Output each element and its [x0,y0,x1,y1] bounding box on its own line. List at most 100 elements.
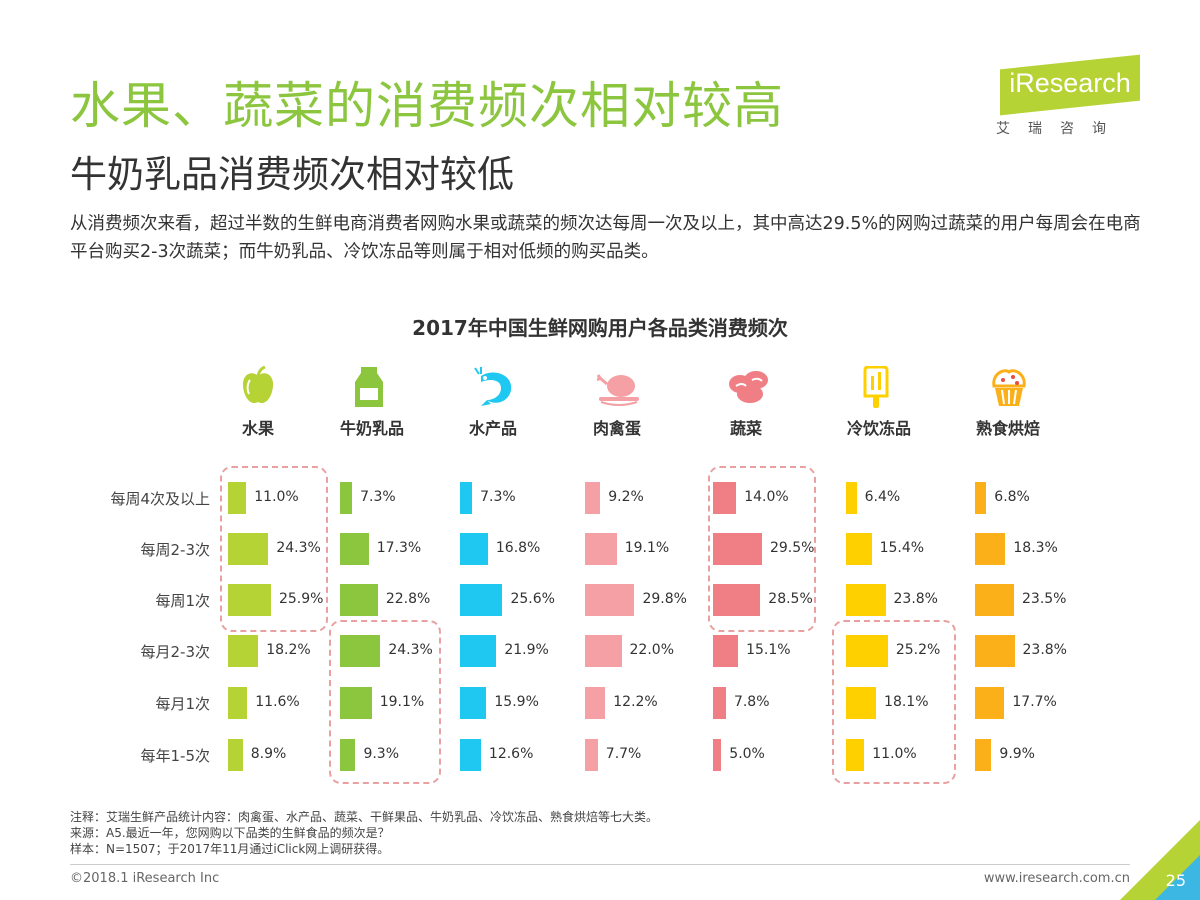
data-label: 22.0% [629,642,674,658]
footer-url: www.iresearch.com.cn [983,871,1130,886]
bar [340,739,356,771]
highlight-box [832,620,956,784]
series-label: 冷饮冻品 [846,419,911,438]
bar [975,739,992,771]
row-label: 每周4次及以上 [110,490,210,508]
bar [340,687,372,719]
bar [228,482,247,514]
series-label: 水果 [241,419,274,438]
series-label: 牛奶乳品 [339,419,404,438]
bar [460,635,497,667]
data-label: 9.3% [363,746,400,762]
data-label: 29.5% [769,540,815,556]
bar [340,533,369,565]
logo-name: iResearch [1009,68,1131,98]
bar [713,482,737,514]
data-label: 15.1% [746,642,791,658]
highlight-box [708,466,816,632]
data-label: 19.1% [379,694,425,710]
apple-icon [238,365,278,412]
row-label: 每月2-3次 [140,643,211,661]
footnote-source: 来源：A5.最近一年，您网购以下品类的生鲜食品的频次是？ [70,826,390,840]
milk-carton-icon [352,366,386,412]
data-label: 9.9% [999,746,1035,762]
shrimp-icon [473,366,517,412]
bar [228,584,271,616]
cupcake-icon [988,366,1030,412]
data-label: 17.3% [376,540,422,556]
bar [340,482,353,514]
bar [713,687,726,719]
data-label: 6.4% [864,489,901,505]
data-label: 21.9% [504,642,549,658]
footnote-note: 注释：艾瑞生鲜产品统计内容：肉禽蛋、水产品、蔬菜、干鲜果品、牛奶乳品、冷饮冻品、… [70,810,659,824]
corner-decoration-blue [1155,855,1200,900]
bar [713,533,762,565]
data-label: 12.6% [488,746,534,762]
footer-copyright: ©2018.1 iResearch Inc [70,871,220,886]
data-label: 7.3% [360,489,396,505]
data-label: 25.9% [278,591,324,607]
data-label: 23.5% [1022,591,1067,607]
data-label: 23.8% [893,591,938,607]
bar [975,584,1014,616]
data-label: 12.2% [613,694,658,710]
vegetable-icon [726,366,772,412]
row-label: 每月1次 [155,695,210,713]
highlight-box [329,620,441,784]
bar [846,482,857,514]
data-label: 24.3% [276,540,321,556]
chart-title: 2017年中国生鲜网购用户各品类消费频次 [412,316,788,340]
series-label: 蔬菜 [729,419,762,438]
page-subtitle: 牛奶乳品消费频次相对较低 [70,153,514,196]
bar [460,739,481,771]
footnote-sample: 样本：N=1507；于2017年11月通过iClick网上调研获得。 [70,842,390,856]
data-label: 11.6% [255,694,300,710]
bar [713,584,761,616]
data-label: 7.8% [733,694,770,710]
footer-divider [70,864,1130,865]
data-label: 14.0% [744,489,789,505]
bar [460,533,488,565]
data-label: 11.0% [872,746,917,762]
data-label: 15.9% [494,694,539,710]
row-label: 每周1次 [155,592,210,610]
data-label: 17.7% [1012,694,1057,710]
data-label: 25.2% [895,642,941,658]
roast-chicken-icon [596,366,641,412]
data-label: 18.1% [884,694,929,710]
bar [846,739,865,771]
data-label: 15.4% [879,540,925,556]
data-label: 8.9% [250,746,287,762]
bar [228,687,248,719]
data-label: 9.2% [608,489,644,505]
series-label: 水产品 [468,419,517,438]
bar [975,533,1006,565]
bar [585,687,606,719]
series-label: 熟食烘焙 [975,419,1040,438]
bar [713,635,739,667]
data-label: 6.8% [994,489,1030,505]
page-title: 水果、蔬菜的消费频次相对较高 [70,77,784,135]
bar [340,635,381,667]
highlight-box [220,466,328,632]
bar [340,584,378,616]
bar [585,533,617,565]
series-label: 肉禽蛋 [592,419,641,438]
bar [846,584,886,616]
bar [228,533,269,565]
bar [975,482,987,514]
bar [846,687,877,719]
data-label: 7.7% [605,746,642,762]
data-label: 22.8% [385,591,431,607]
bar [846,635,888,667]
data-label: 24.3% [388,642,433,658]
bar [460,687,487,719]
data-label: 29.8% [642,591,687,607]
row-label: 每周2-3次 [140,541,211,559]
bar [585,739,598,771]
bar [585,482,601,514]
bar [713,739,722,771]
data-label: 5.0% [729,746,765,762]
bar [228,739,243,771]
